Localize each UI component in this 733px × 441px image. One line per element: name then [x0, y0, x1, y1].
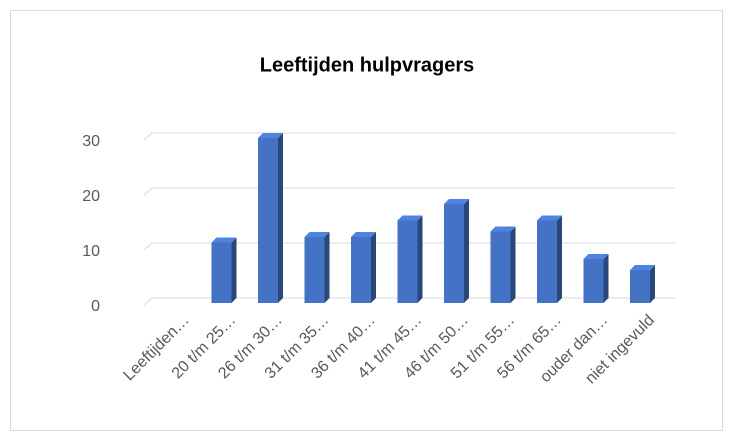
bar-front: [537, 220, 557, 303]
bar-top: [583, 254, 609, 259]
bar: [583, 254, 609, 303]
bar-top: [397, 215, 423, 221]
bar-side: [324, 232, 330, 303]
bar: [490, 226, 516, 303]
y-tick-label: 10: [82, 243, 100, 260]
bar-side: [650, 265, 655, 303]
bar-front: [211, 242, 232, 303]
grid-line: [143, 187, 675, 196]
bar-side: [464, 199, 469, 303]
bar-top: [211, 237, 237, 243]
chart-title: Leeftijden hulpvragers: [260, 54, 475, 76]
y-tick-label: 30: [82, 133, 100, 150]
bar-top: [490, 226, 516, 232]
bar: [630, 265, 655, 303]
bar: [258, 133, 283, 303]
y-tick-label: 20: [82, 188, 100, 205]
bar-side: [603, 254, 609, 303]
bar-top: [630, 265, 655, 270]
bar: [537, 215, 562, 303]
bar-side: [510, 226, 516, 303]
y-tick-label: 0: [91, 298, 100, 315]
bar-front: [258, 138, 278, 303]
bar-side: [557, 215, 562, 303]
bar-front: [630, 270, 650, 303]
bar-front: [490, 231, 511, 303]
bar-front: [351, 237, 371, 303]
bar: [444, 199, 469, 303]
bar-top: [258, 133, 283, 138]
bar-top: [444, 199, 469, 204]
bar-top: [537, 215, 562, 221]
bar: [211, 237, 237, 303]
bar-top: [351, 232, 376, 237]
bar: [397, 215, 423, 303]
bar-front: [444, 204, 464, 303]
bar-side: [278, 133, 283, 303]
bar-side: [417, 215, 423, 303]
bar-top: [304, 232, 330, 237]
bar: [351, 232, 376, 303]
grid-line: [143, 132, 675, 141]
chart-border: [10, 10, 723, 431]
bar: [304, 232, 330, 303]
bar-front: [583, 259, 604, 303]
bar-side: [231, 237, 237, 303]
bar-side: [371, 232, 376, 303]
bar-front: [397, 220, 418, 303]
bar-front: [304, 237, 325, 303]
